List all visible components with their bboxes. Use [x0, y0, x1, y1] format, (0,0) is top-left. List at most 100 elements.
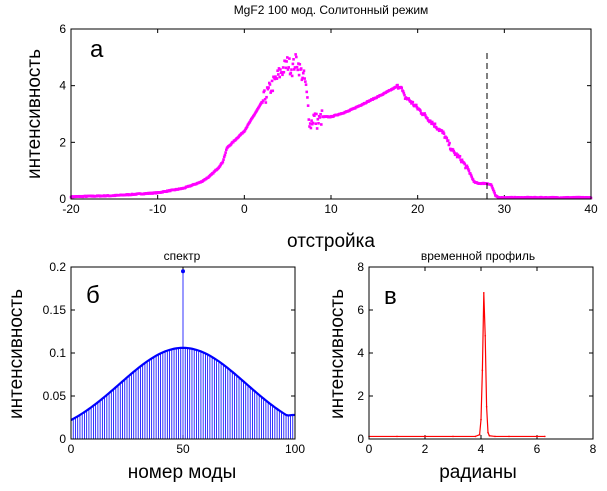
temporal-profile-point — [424, 435, 426, 438]
scatter-point — [466, 167, 470, 171]
scatter-point — [221, 160, 225, 164]
scatter-point — [448, 141, 451, 145]
scatter-point — [423, 113, 427, 117]
x-tick-label: -10 — [149, 202, 167, 216]
scatter-point — [308, 122, 312, 125]
scatter-point — [400, 86, 404, 90]
temporal-profile-line — [369, 292, 545, 438]
scatter-point — [270, 89, 273, 93]
scatter-point — [291, 62, 295, 66]
panel-c-plot — [368, 292, 546, 438]
panel-b-x-axis-label: номер моды — [128, 462, 237, 483]
scatter-point — [270, 79, 274, 83]
temporal-profile-point — [452, 435, 454, 438]
scatter-point — [314, 122, 318, 125]
panel-a-ticks: -20 -10 0 10 20 30 40 0 2 4 6 — [59, 22, 598, 216]
scatter-point — [317, 122, 320, 125]
scatter-point — [268, 83, 272, 86]
panel-b-y-axis-label: интенсивность — [6, 289, 27, 419]
scatter-point — [310, 119, 313, 122]
x-tick-label: -20 — [62, 202, 80, 216]
scatter-point — [467, 169, 471, 173]
y-tick-label: 0.1 — [49, 346, 66, 360]
scatter-point — [435, 126, 438, 129]
scatter-point — [411, 101, 415, 104]
scatter-point — [265, 86, 269, 89]
scatter-point — [301, 76, 304, 80]
scatter-point — [319, 112, 322, 116]
scatter-point — [222, 155, 226, 159]
scatter-point — [245, 125, 249, 128]
y-tick-label: 0 — [59, 192, 66, 206]
scatter-point — [231, 140, 235, 144]
panel-c-title: временной профиль — [421, 249, 535, 263]
scatter-point — [460, 160, 463, 164]
scatter-point — [469, 172, 472, 175]
panel-b-title: спектр — [164, 249, 201, 263]
scatter-point — [407, 97, 410, 100]
scatter-point — [295, 65, 299, 69]
scatter-point — [430, 120, 434, 124]
scatter-point — [489, 183, 493, 187]
scatter-point — [432, 122, 435, 126]
scatter-point — [224, 151, 227, 154]
panel-a-title: MgF2 100 мод. Солитонный режим — [234, 3, 429, 17]
x-tick-label: 0 — [366, 442, 373, 456]
panel-c-x-axis-label: радианы — [439, 462, 517, 483]
y-tick-label: 2 — [59, 135, 66, 149]
scatter-point — [222, 158, 225, 161]
panel-b-plot — [70, 269, 296, 439]
scatter-point — [313, 114, 316, 117]
x-tick-label: 2 — [422, 442, 429, 456]
scatter-point — [285, 60, 288, 63]
scatter-point — [455, 155, 459, 159]
panel-a-y-axis-label: интенсивность — [24, 49, 45, 179]
scatter-point — [273, 77, 277, 81]
y-tick-label: 0.05 — [43, 389, 67, 403]
scatter-point — [261, 101, 264, 104]
temporal-profile-point — [487, 431, 489, 434]
temporal-profile-point — [481, 369, 484, 372]
scatter-point — [464, 166, 467, 170]
scatter-point — [423, 112, 426, 115]
x-tick-label: 10 — [324, 202, 338, 216]
scatter-point — [311, 121, 315, 125]
scatter-point — [287, 66, 291, 69]
x-tick-label: 0 — [68, 442, 75, 456]
scatter-point — [446, 139, 450, 142]
scatter-point — [419, 109, 422, 113]
temporal-profile-point — [508, 435, 510, 438]
scatter-point — [262, 90, 266, 94]
y-tick-label: 2 — [357, 389, 364, 403]
scatter-point — [466, 166, 469, 169]
temporal-profile-point — [484, 335, 487, 337]
scatter-point — [211, 172, 215, 175]
spectrum-spike-marker — [181, 269, 185, 274]
scatter-point — [298, 62, 302, 66]
scatter-point — [278, 75, 281, 79]
temporal-profile-point — [536, 435, 538, 438]
temporal-profile-point — [488, 434, 491, 437]
scatter-point — [284, 66, 288, 70]
scatter-point — [445, 136, 449, 140]
spectrum-envelope-line — [70, 346, 296, 422]
scatter-point — [410, 102, 413, 105]
scatter-point — [491, 188, 495, 192]
temporal-profile-point — [478, 433, 481, 436]
scatter-point — [403, 93, 406, 97]
scatter-point — [299, 67, 303, 70]
scatter-point — [306, 96, 309, 99]
scatter-point — [275, 77, 279, 80]
scatter-point — [289, 71, 293, 75]
x-tick-label: 6 — [534, 442, 541, 456]
temporal-profile-point — [494, 435, 496, 438]
scatter-point — [272, 76, 276, 79]
scatter-point — [490, 184, 494, 188]
scatter-point — [303, 77, 306, 80]
scatter-point — [415, 106, 419, 109]
scatter-point — [315, 127, 319, 130]
scatter-point — [430, 122, 433, 126]
scatter-point — [471, 178, 475, 182]
panel-c-y-axis-label: интенсивность — [327, 289, 348, 419]
